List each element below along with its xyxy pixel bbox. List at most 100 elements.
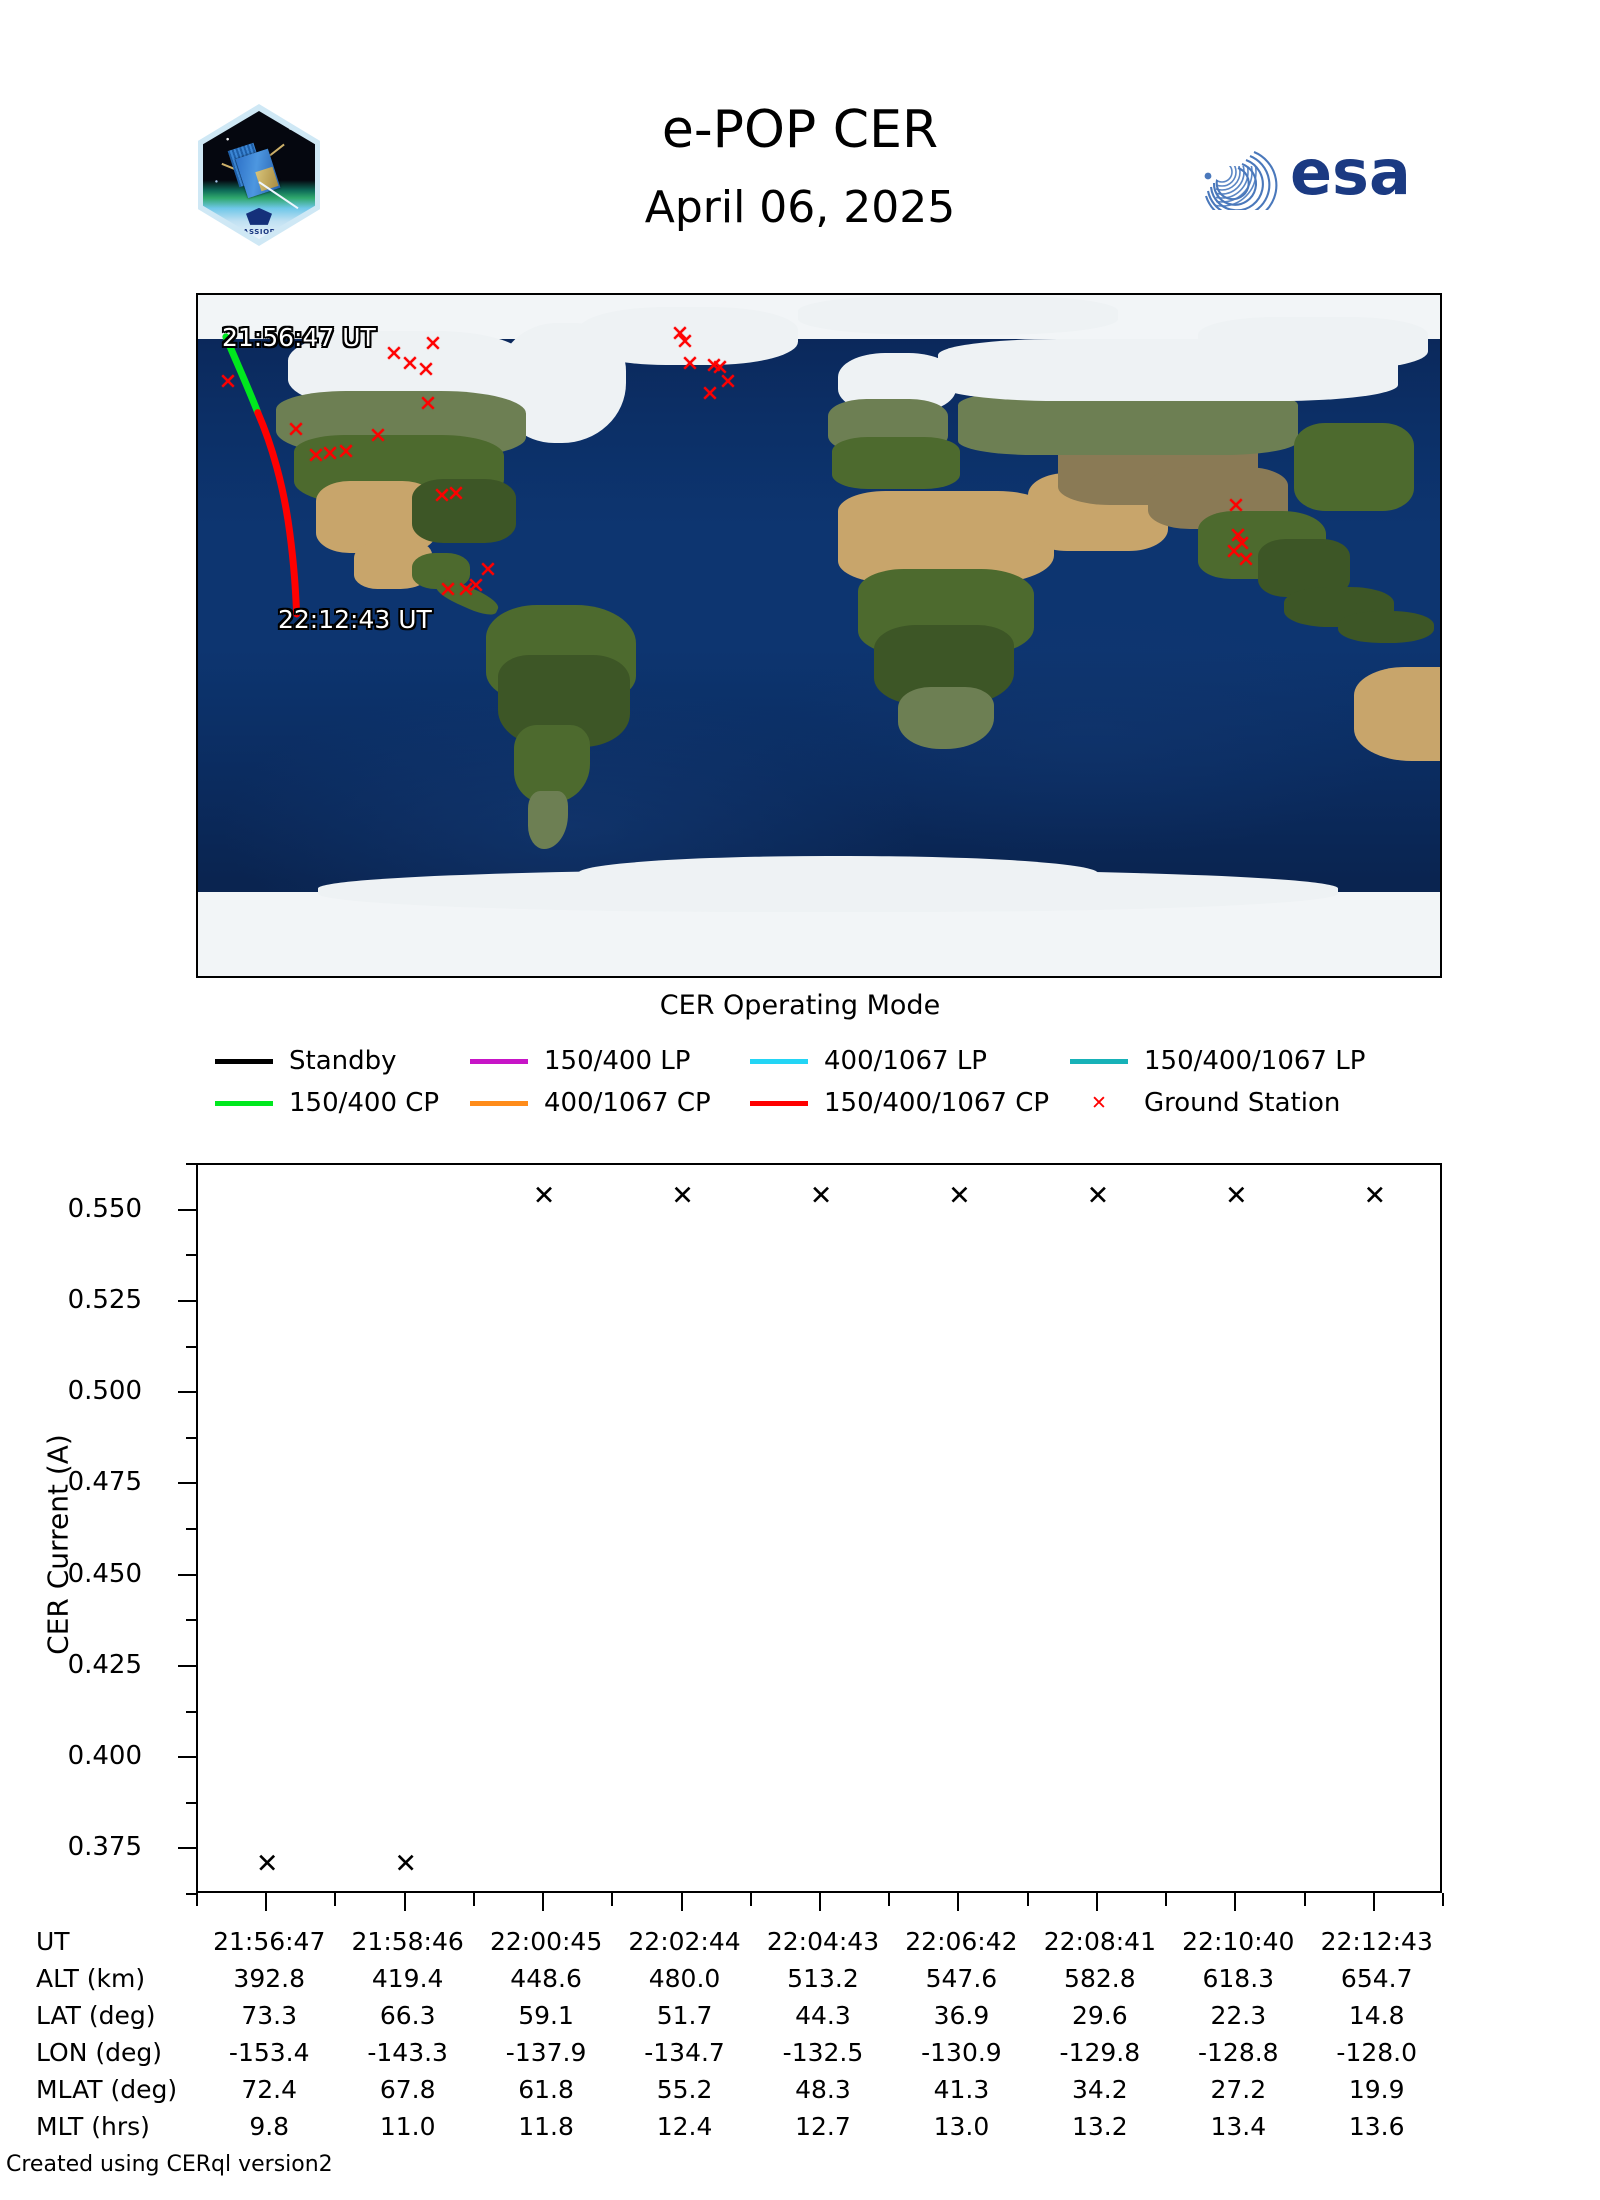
cer-current-plot[interactable]: ✕ ✕ ✕ ✕ ✕ ✕ ✕ ✕ ✕: [196, 1163, 1442, 1893]
y-axis-minor-tick: [186, 1893, 196, 1895]
y-axis-tick: [178, 1299, 196, 1302]
plot-data-area: ✕ ✕ ✕ ✕ ✕ ✕ ✕ ✕ ✕: [198, 1165, 1440, 1891]
x-axis-minor-tick: [334, 1893, 337, 1906]
x-axis-minor-tick: [196, 1893, 198, 1906]
y-axis-minor-tick: [186, 1163, 196, 1165]
table-cell: 72.4: [241, 2075, 298, 2104]
table-cell: 22:00:45: [489, 1927, 603, 1956]
data-point-marker: ✕: [809, 1180, 833, 1212]
table-cell: 59.1: [518, 2001, 574, 2030]
table-cell: 55.2: [656, 2075, 713, 2104]
ground-station-marker: ✕: [423, 332, 443, 357]
table-cell: 22:10:40: [1182, 1927, 1295, 1956]
ground-station-marker: ✕: [456, 578, 476, 603]
table-cell: 392.8: [233, 1964, 305, 1993]
x-axis-tick: [542, 1893, 545, 1911]
y-axis-minor-tick: [186, 1528, 196, 1530]
table-row: ALT (km) 392.8 419.4 448.6 480.0 513.2 547.6 58…: [36, 1960, 1446, 1997]
table-cell: 34.2: [1072, 2075, 1128, 2104]
x-axis-minor-tick: [472, 1893, 475, 1906]
table-row-label: MLT (hrs): [36, 2112, 150, 2141]
legend-row-2: 150/400 CP 400/1067 CP 150/400/1067 CP ✕…: [215, 1082, 1445, 1124]
x-axis-tick: [1234, 1893, 1237, 1911]
legend-title: CER Operating Mode: [659, 990, 941, 1021]
data-point-marker: ✕: [1363, 1180, 1387, 1212]
table-cell: 67.8: [379, 2075, 436, 2104]
data-point-marker: ✕: [671, 1180, 694, 1212]
ground-station-marker: ✕: [416, 358, 436, 383]
table-cell: 36.9: [933, 2001, 990, 2030]
x-axis-minor-tick: [888, 1893, 891, 1906]
table-cell: 13.6: [1348, 2112, 1405, 2141]
legend-item-standby[interactable]: Standby: [215, 1046, 470, 1076]
y-axis-tick: [178, 1664, 196, 1667]
ground-station-marker: ✕: [478, 558, 498, 583]
table-cell: 19.9: [1348, 2075, 1405, 2104]
legend-item-150-400-1067-cp[interactable]: 150/400/1067 CP: [750, 1088, 1070, 1118]
table-cell: 22.3: [1210, 2001, 1267, 2030]
ground-station-marker: ✕: [320, 442, 340, 467]
ground-station-marker: ✕: [438, 578, 458, 603]
y-axis-tick-label: 0.400: [67, 1741, 142, 1772]
world-map[interactable]: ✕ ✕ ✕ ✕ ✕ ✕ ✕ ✕ ✕ ✕ ✕ ✕ ✕ ✕ ✕ ✕ ✕ ✕ ✕ ✕ …: [196, 293, 1442, 978]
table-cell: 582.8: [1064, 1964, 1136, 1993]
ground-station-marker: ✕: [1228, 524, 1248, 549]
table-cell: 22:12:43: [1320, 1927, 1433, 1956]
x-axis-minor-tick: [1442, 1893, 1444, 1906]
table-cell: 9.8: [249, 2112, 290, 2141]
table-row: MLT (hrs) 9.8 11.0 11.8 12.4 12.7 13.0 13.2 13.4…: [36, 2108, 1446, 2145]
ground-station-marker: ✕: [1224, 540, 1244, 565]
x-axis-tick: [1372, 1893, 1375, 1911]
table-cell: 41.3: [933, 2075, 990, 2104]
y-axis-tick-label: 0.450: [67, 1558, 142, 1589]
y-axis-tick-label: 0.550: [67, 1193, 142, 1224]
table-cell: -129.8: [1059, 2038, 1141, 2067]
table-row: MLAT (deg) 72.4 67.8 61.8 55.2 48.3 41.3 34.2 27…: [36, 2071, 1446, 2108]
table-cell: 480.0: [648, 1964, 721, 1993]
data-point-marker: ✕: [1086, 1180, 1110, 1212]
y-axis-tick: [178, 1482, 196, 1485]
y-axis-tick-label: 0.375: [67, 1832, 142, 1863]
table-row-label: LON (deg): [36, 2038, 162, 2067]
table-cell: 419.4: [371, 1964, 444, 1993]
data-point-marker: ✕: [532, 1180, 556, 1212]
ground-station-marker: ✕: [670, 322, 690, 347]
table-cell: -128.0: [1336, 2038, 1418, 2067]
x-axis-tick: [957, 1893, 960, 1911]
ground-station-marker: ✕: [446, 482, 466, 507]
y-axis-minor-tick: [186, 1801, 196, 1804]
ground-station-marker: ✕: [306, 444, 326, 469]
table-cell: -128.8: [1197, 2038, 1279, 2067]
legend-item-400-1067-cp[interactable]: 400/1067 CP: [470, 1088, 750, 1118]
table-cell: 48.3: [795, 2075, 851, 2104]
legend-item-150-400-lp[interactable]: 150/400 LP: [470, 1046, 750, 1076]
y-axis-tick-label: 0.425: [67, 1649, 142, 1680]
legend-marker-ground-station-icon: ✕: [1091, 1092, 1107, 1114]
ground-station-marker: ✕: [218, 370, 238, 395]
legend-label-150-400-1067-cp: 150/400/1067 CP: [824, 1088, 1050, 1118]
x-axis-tick: [1095, 1893, 1098, 1911]
legend-label-400-1067-cp: 400/1067 CP: [544, 1088, 711, 1118]
ground-station-marker: ✕: [400, 352, 420, 377]
legend-item-ground-station[interactable]: ✕ Ground Station: [1070, 1088, 1340, 1118]
table-row-label: LAT (deg): [36, 2001, 156, 2030]
legend-item-150-400-cp[interactable]: 150/400 CP: [215, 1088, 470, 1118]
cassiope-logo-word: CASSIOPE: [237, 228, 281, 237]
ground-station-marker: ✕: [1236, 548, 1256, 573]
data-point-marker: ✕: [394, 1848, 417, 1880]
track-start-time-label: 21:56:47 UT: [222, 323, 376, 352]
ground-station-marker: ✕: [718, 370, 738, 395]
table-cell: 44.3: [795, 2001, 851, 2030]
legend-item-400-1067-lp[interactable]: 400/1067 LP: [750, 1046, 1070, 1076]
table-cell: -134.7: [644, 2038, 725, 2067]
ground-station-marker: ✕: [336, 440, 356, 465]
ground-station-marker: ✕: [286, 418, 306, 443]
x-axis-tick: [265, 1893, 268, 1911]
legend-item-150-400-1067-lp[interactable]: 150/400/1067 LP: [1070, 1046, 1365, 1076]
table-cell: -153.4: [228, 2038, 310, 2067]
legend-swatch-150-400-1067-lp: [1070, 1058, 1128, 1064]
legend-swatch-400-1067-cp: [470, 1100, 528, 1106]
table-cell: 13.2: [1072, 2112, 1128, 2141]
table-row-label: MLAT (deg): [36, 2075, 178, 2104]
legend-label-150-400-lp: 150/400 LP: [544, 1046, 691, 1076]
